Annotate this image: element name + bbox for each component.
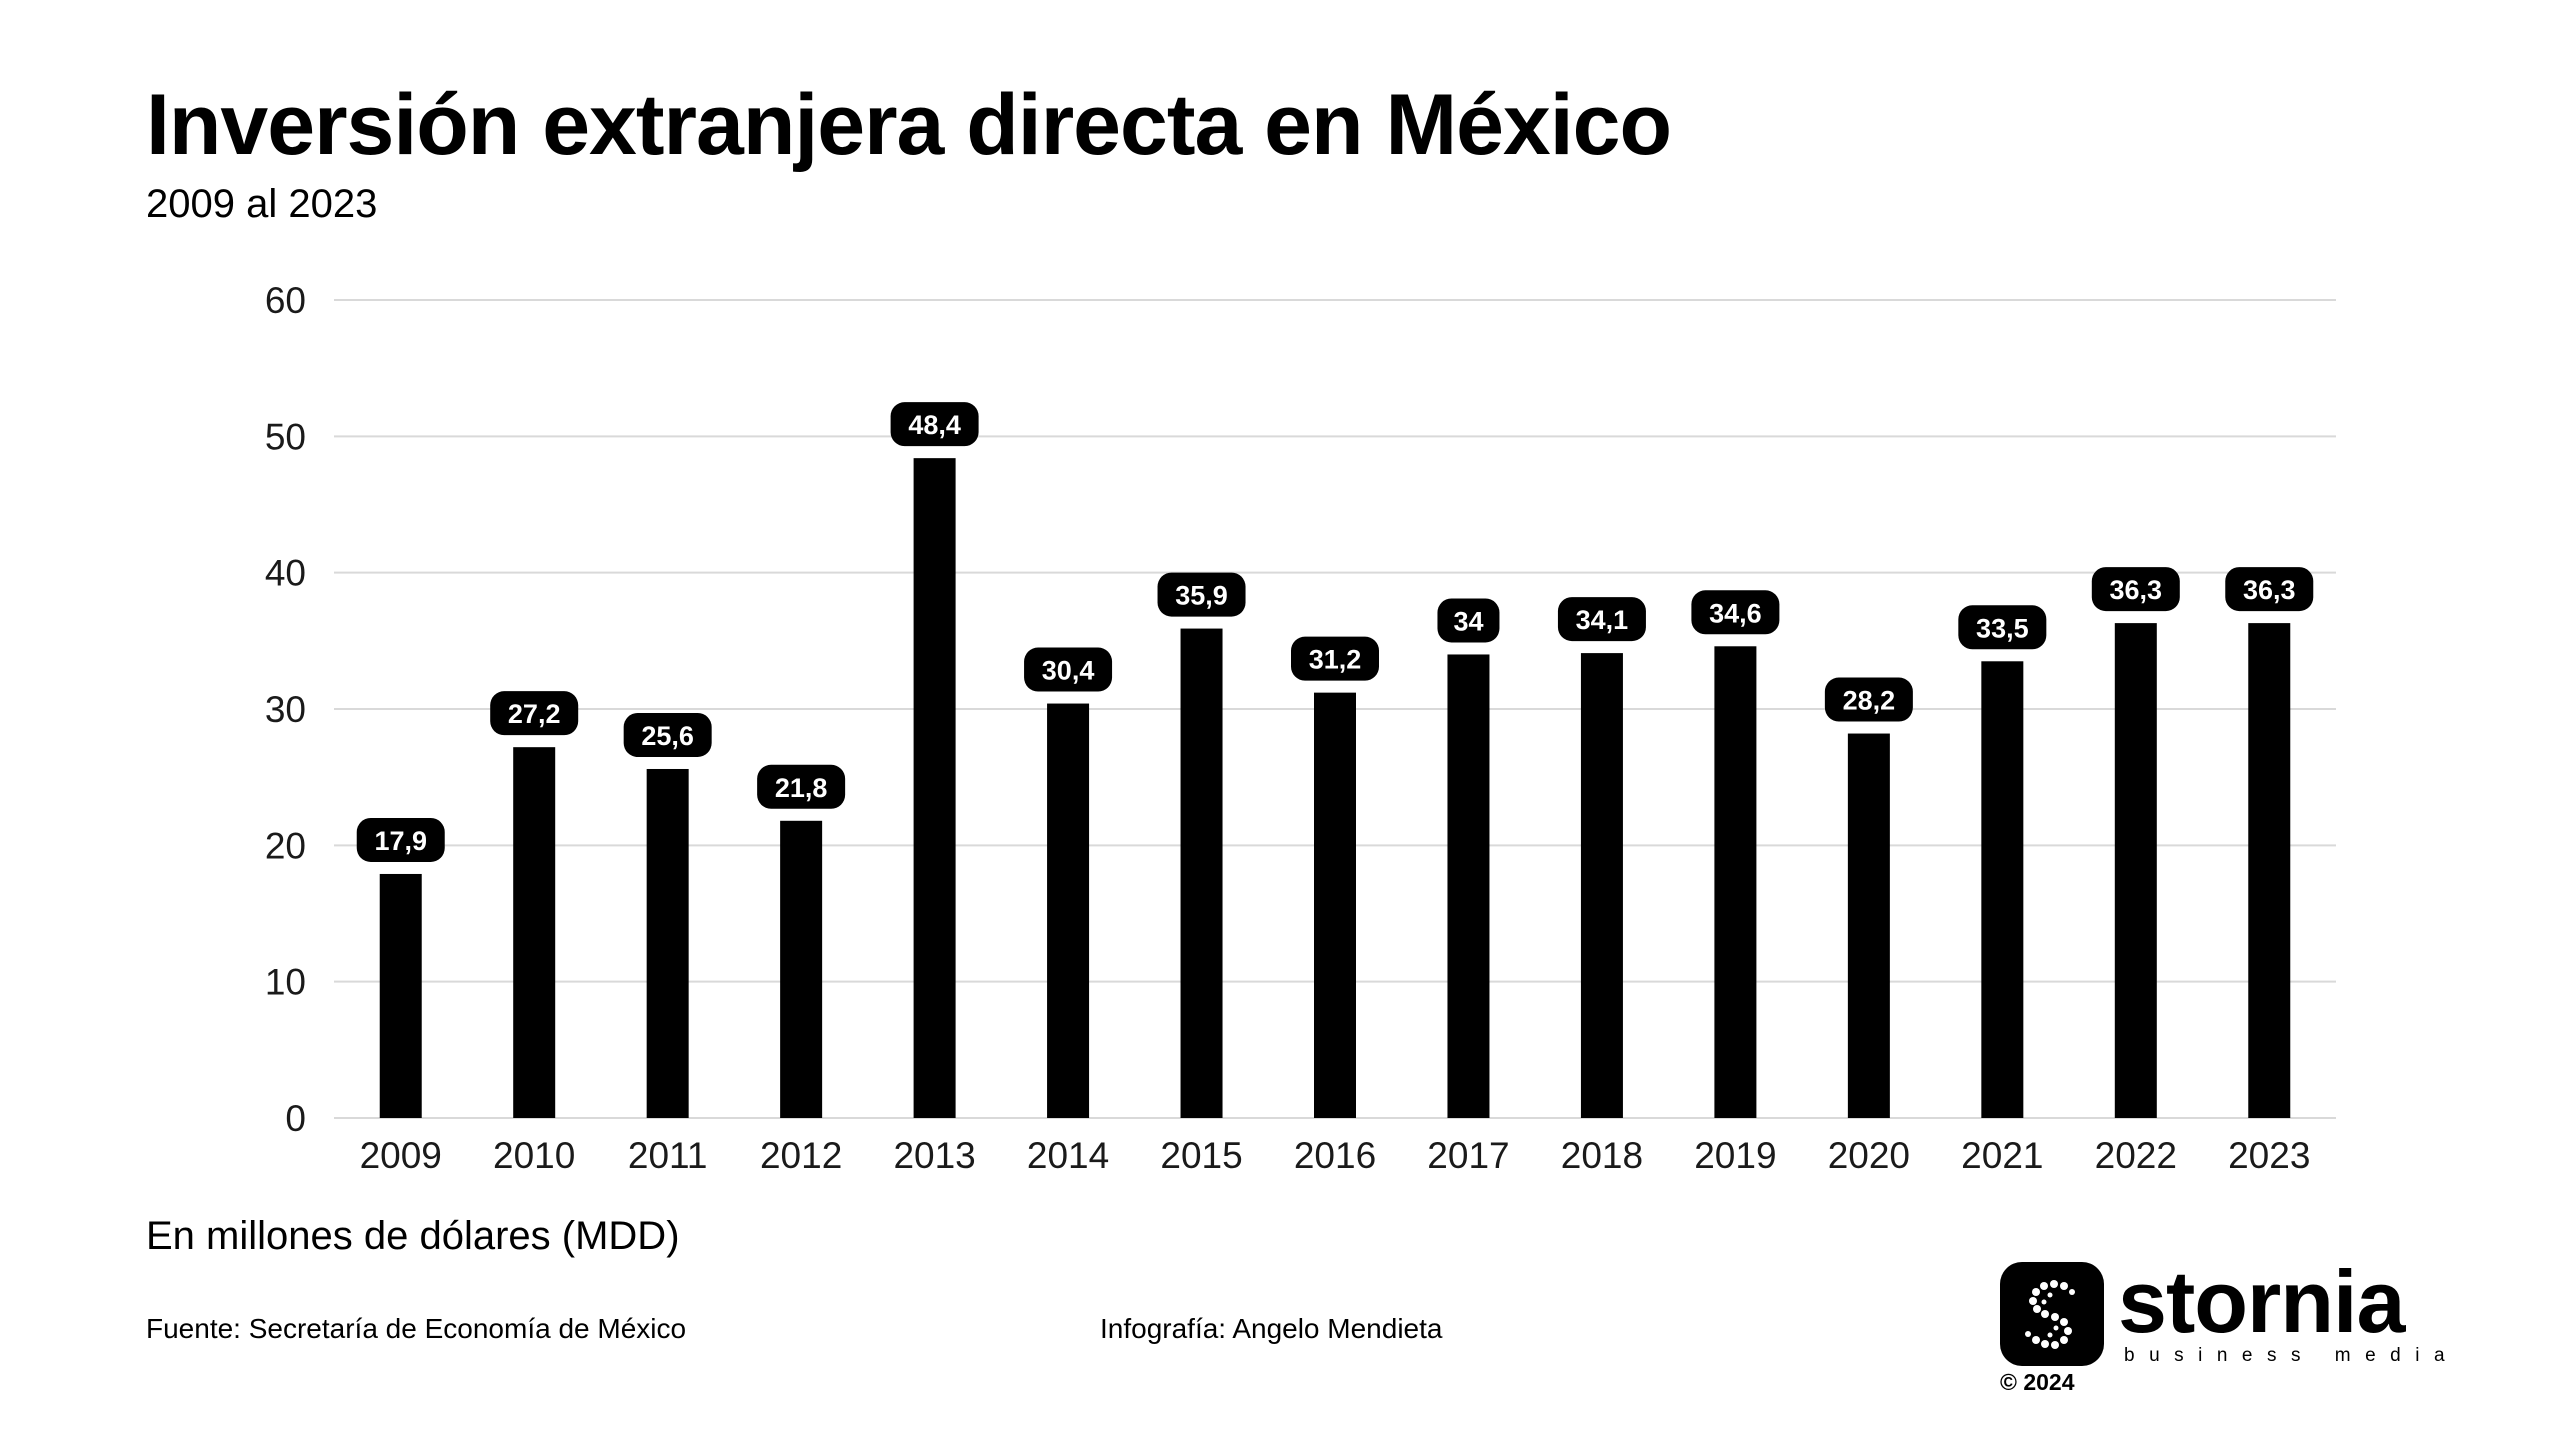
x-tick-label: 2017	[1427, 1135, 1509, 1176]
data-label: 21,8	[775, 773, 828, 803]
data-label-bg	[2091, 567, 2180, 612]
data-label-bg	[1157, 572, 1246, 617]
bar	[1847, 733, 1890, 1118]
brand-name: stornia	[2118, 1252, 2405, 1351]
data-label: 31,2	[1309, 645, 1362, 675]
y-tick-label: 30	[265, 689, 306, 730]
bar	[1047, 703, 1090, 1118]
data-label: 17,9	[374, 826, 427, 856]
brand-logo: stornia business media © 2024	[2000, 1253, 2450, 1395]
data-label: 34,6	[1709, 598, 1762, 628]
bar	[1981, 661, 2024, 1118]
x-tick-label: 2016	[1294, 1135, 1376, 1176]
data-label-bg	[890, 402, 979, 447]
copyright-note: © 2024	[2000, 1369, 2075, 1395]
data-label: 36,3	[2243, 575, 2296, 605]
data-label: 28,2	[1843, 686, 1896, 716]
source-note: Fuente: Secretaría de Economía de México	[146, 1313, 687, 1344]
data-label: 34,1	[1576, 605, 1629, 635]
data-label-bg	[1691, 590, 1780, 635]
bar-chart: 0 10 20 30 40 50 60 17,9 27,2 25,6 21,8 48,4 30,4 35…	[265, 280, 2336, 1176]
data-label: 30,4	[1042, 656, 1095, 686]
x-tick-label: 2020	[1828, 1135, 1910, 1176]
x-tick-label: 2018	[1561, 1135, 1643, 1176]
data-label-bg	[356, 817, 445, 862]
data-label: 33,5	[1976, 613, 2029, 643]
bar	[2114, 623, 2157, 1118]
data-label-bg	[1958, 605, 2047, 650]
data-label-bg	[1824, 677, 1913, 722]
x-tick-label: 2011	[628, 1135, 708, 1176]
x-tick-label: 2022	[2095, 1135, 2177, 1176]
x-tick-label: 2021	[1961, 1135, 2043, 1176]
units-note: En millones de dólares (MDD)	[146, 1214, 680, 1258]
data-label-bg	[623, 712, 712, 757]
y-tick-label: 40	[265, 553, 306, 594]
bar	[1714, 646, 1757, 1118]
data-label: 25,6	[641, 721, 694, 751]
bar	[1447, 654, 1490, 1118]
data-label-bg	[2225, 567, 2314, 612]
y-axis-ticks: 0 10 20 30 40 50 60	[265, 280, 306, 1139]
x-tick-label: 2019	[1694, 1135, 1776, 1176]
stornia-s-logo-icon	[2000, 1262, 2104, 1366]
x-tick-label: 2009	[360, 1135, 442, 1176]
x-tick-label: 2015	[1160, 1135, 1242, 1176]
data-label: 35,9	[1175, 581, 1228, 611]
data-label-bg	[1024, 647, 1113, 692]
x-tick-label: 2014	[1027, 1135, 1109, 1176]
chart-title: Inversión extranjera directa en México	[146, 77, 1672, 173]
y-tick-label: 0	[285, 1098, 306, 1139]
data-label: 34	[1453, 606, 1483, 636]
bar	[780, 820, 823, 1118]
data-label-bg	[1557, 597, 1646, 642]
data-label-bg	[1437, 598, 1500, 643]
data-label: 27,2	[508, 699, 561, 729]
chart-bars: 17,9 27,2 25,6 21,8 48,4 30,4 35,9 31,2 34 34,1 34…	[356, 402, 2314, 1118]
data-label-bg	[1291, 636, 1379, 681]
x-tick-label: 2010	[493, 1135, 575, 1176]
data-label-bg	[490, 691, 579, 736]
data-label: 48,4	[908, 410, 961, 440]
x-tick-label: 2013	[893, 1135, 975, 1176]
data-label-bg	[757, 764, 846, 809]
bar	[913, 458, 956, 1118]
credit-note: Infografía: Angelo Mendieta	[1100, 1313, 1443, 1344]
x-axis-ticks: 2009 2010 2011 2012 2013 2014 2015 2016 2017 2018…	[360, 1135, 2311, 1176]
bar	[379, 873, 422, 1118]
bar	[2248, 623, 2291, 1118]
bar	[1580, 653, 1623, 1118]
y-tick-label: 20	[265, 825, 306, 866]
bar	[1314, 692, 1356, 1118]
y-tick-label: 60	[265, 280, 306, 321]
chart-subtitle: 2009 al 2023	[146, 182, 378, 226]
brand-tagline: business media	[2124, 1345, 2460, 1366]
x-tick-label: 2012	[760, 1135, 842, 1176]
y-tick-label: 50	[265, 416, 306, 457]
bar	[1180, 628, 1223, 1118]
y-tick-label: 10	[265, 962, 306, 1003]
bar	[513, 747, 556, 1118]
x-tick-label: 2023	[2228, 1135, 2310, 1176]
data-label: 36,3	[2110, 575, 2163, 605]
bar	[646, 768, 689, 1118]
